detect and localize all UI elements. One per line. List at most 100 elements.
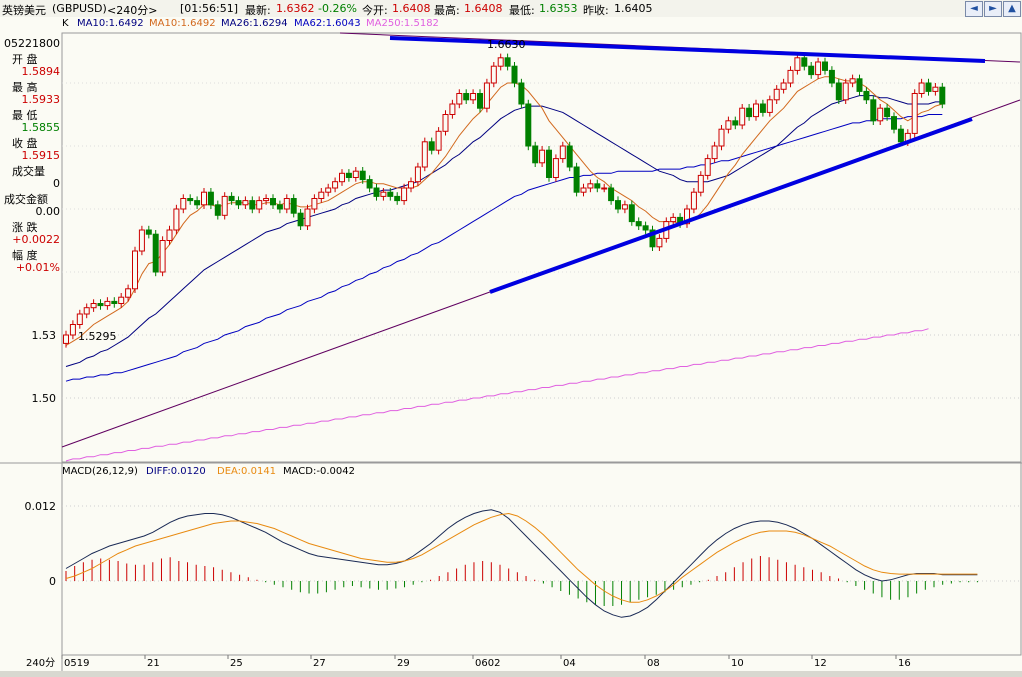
candle-body — [297, 212, 304, 227]
x-tick-label: 04 — [563, 658, 576, 669]
candle-body — [242, 200, 249, 206]
candle-body — [435, 130, 442, 151]
candle-body — [891, 116, 897, 130]
candle-body — [635, 221, 642, 227]
candle-body — [711, 145, 718, 160]
x-tick-label: 08 — [647, 658, 660, 669]
price-tick-label: 1.50 — [32, 392, 57, 405]
candle-body — [870, 99, 877, 122]
candle-body — [801, 57, 808, 67]
candle-body — [325, 187, 332, 193]
candle-body — [490, 65, 497, 84]
info-label: 幅 度 — [12, 249, 38, 262]
open-value: 1.6408 — [392, 2, 431, 15]
legend-ma10-b: MA10:1.6492 — [149, 18, 216, 29]
x-tick-label: 21 — [147, 658, 160, 669]
candle-body — [359, 170, 366, 181]
candle-body — [621, 204, 628, 210]
candle-body — [263, 198, 270, 202]
candle-body — [739, 107, 746, 126]
period-label: <240分> — [107, 4, 158, 17]
candle-body — [835, 82, 842, 101]
candle-body — [573, 166, 580, 193]
info-value: 1.5855 — [21, 121, 61, 134]
title-bar: 英镑美元 (GBPUSD) <240分> [01:56:51] 最新: 1.63… — [0, 0, 1022, 17]
info-value: 1.5915 — [21, 149, 61, 162]
info-label: 最 高 — [12, 81, 38, 94]
candle-body — [304, 208, 311, 227]
candle-body — [180, 198, 187, 210]
candle-body — [214, 204, 221, 216]
dea-line — [65, 512, 978, 603]
candle-body — [311, 198, 318, 210]
candle-body — [911, 93, 918, 134]
candle-body — [201, 191, 207, 206]
candle-body — [897, 128, 904, 143]
legend-ma250: MA250:1.5182 — [366, 18, 439, 29]
candle-body — [69, 324, 76, 336]
candle-body — [608, 187, 615, 202]
candle-body — [601, 187, 608, 190]
candle-body — [290, 198, 297, 214]
macd-dea: DEA:0.0141 — [217, 466, 276, 477]
candle-body — [794, 57, 801, 71]
candle-body — [442, 114, 449, 132]
candle-body — [270, 198, 276, 206]
ma250-line — [65, 328, 929, 462]
candle-body — [594, 183, 601, 189]
period-axis-label: 240分 — [26, 657, 55, 669]
candle-body — [504, 57, 511, 67]
nav-right-button[interactable]: ► — [984, 1, 1002, 17]
nav-up-button[interactable]: ▲ — [1003, 1, 1021, 17]
candle-body — [628, 204, 635, 223]
x-tick-label: 25 — [230, 658, 243, 669]
candle-body — [773, 88, 780, 101]
candle-body — [828, 69, 835, 84]
candle-body — [877, 107, 884, 122]
prev-close-label: 昨收: — [583, 4, 609, 17]
candle-body — [235, 200, 242, 206]
diff-line — [65, 509, 978, 618]
candle-body — [173, 208, 180, 231]
instrument-name: 英镑美元 — [2, 4, 46, 17]
candle-body — [187, 198, 194, 202]
candle-body — [815, 61, 822, 76]
candle-body — [725, 120, 732, 130]
legend-ma26: MA26:1.6294 — [221, 18, 288, 29]
candle-body — [539, 149, 546, 164]
macd-diff: DIFF:0.0120 — [146, 466, 206, 477]
ma26-line — [65, 95, 943, 367]
candle-body — [118, 296, 125, 305]
candle-body — [283, 198, 290, 210]
candle-body — [380, 191, 387, 197]
candle-body — [456, 93, 463, 105]
candle-body — [463, 93, 470, 101]
legend-ma62: MA62:1.6043 — [294, 18, 361, 29]
candle-body — [884, 107, 891, 118]
candle-body — [449, 103, 456, 115]
x-tick-label: 10 — [731, 658, 744, 669]
bar-info-panel: 05221800 开 盘 1.5894 最 高 1.5933 最 低 1.585… — [0, 34, 62, 274]
x-tick-label: 29 — [397, 658, 410, 669]
candle-body — [497, 57, 504, 67]
candle-body — [256, 200, 263, 210]
x-tick-label: 12 — [814, 658, 827, 669]
candle-body — [366, 179, 373, 189]
candle-body — [546, 149, 552, 178]
candle-body — [697, 174, 704, 193]
nav-left-button[interactable]: ◄ — [965, 1, 983, 17]
prev-close-value: 1.6405 — [614, 2, 653, 15]
candle-body — [470, 93, 477, 101]
candle-body — [732, 120, 739, 126]
candle-body — [559, 145, 566, 160]
candle-body — [104, 300, 111, 307]
candle-body — [228, 195, 235, 202]
change-value: -0.26% — [318, 2, 357, 15]
info-value: 1.5894 — [21, 65, 61, 78]
candle-body — [746, 107, 753, 118]
candle-body — [718, 128, 725, 147]
latest-label: 最新: — [245, 4, 271, 17]
candle-body — [90, 303, 97, 309]
candle-body — [138, 229, 145, 252]
